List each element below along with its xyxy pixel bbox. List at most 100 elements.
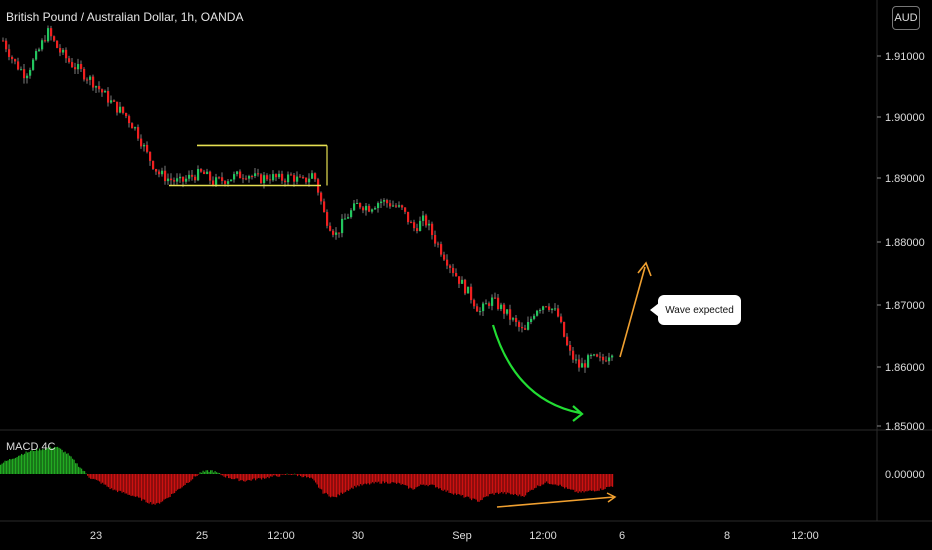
candle-body <box>386 200 389 204</box>
macd-bar <box>214 471 216 474</box>
macd-bar <box>273 474 275 476</box>
macd-bar <box>232 474 234 480</box>
macd-bar <box>373 474 375 484</box>
macd-bar <box>337 474 339 495</box>
macd-bar <box>514 474 516 494</box>
macd-bar <box>1 463 3 474</box>
candle-body <box>605 360 608 362</box>
macd-bar <box>141 474 143 501</box>
macd-bar <box>385 474 387 482</box>
macd-bar <box>438 474 440 489</box>
macd-bar <box>15 457 17 474</box>
macd-bar <box>420 474 422 485</box>
candle-body <box>407 211 410 223</box>
macd-bar <box>18 455 20 474</box>
candle-body <box>602 356 605 361</box>
macd-bar <box>430 474 432 485</box>
macd-bar <box>469 474 471 499</box>
macd-bar <box>598 474 600 491</box>
macd-bar <box>28 451 30 474</box>
macd-bar <box>498 474 500 495</box>
macd-bar <box>165 474 167 499</box>
macd-bar <box>9 459 11 474</box>
candle-body <box>329 225 332 231</box>
candle-body <box>344 218 347 220</box>
macd-bar <box>550 474 552 485</box>
macd-bar <box>307 474 309 478</box>
macd-bar <box>568 474 570 489</box>
macd-bar <box>153 474 155 504</box>
macd-bar <box>588 474 590 491</box>
candle-body <box>449 265 452 268</box>
macd-bar <box>561 474 563 487</box>
macd-bar <box>70 456 72 474</box>
expected-arrow-head <box>637 261 652 277</box>
macd-bar <box>255 474 257 481</box>
macd-bar <box>261 474 263 480</box>
macd-bar <box>222 474 224 476</box>
candle-body <box>563 321 566 337</box>
macd-bar <box>124 474 126 494</box>
candle-body <box>473 300 476 307</box>
macd-bar <box>163 474 165 500</box>
wave-expected-callout[interactable]: Wave expected <box>658 295 741 325</box>
macd-bar <box>397 474 399 483</box>
candle-body <box>224 181 227 184</box>
macd-bar <box>183 474 185 486</box>
candle-body <box>551 308 554 310</box>
macd-bar <box>334 474 336 498</box>
candle-body <box>131 123 134 129</box>
macd-bar <box>462 474 464 495</box>
macd-bar <box>274 474 276 476</box>
candle-body <box>59 47 62 53</box>
macd-bar <box>499 474 501 494</box>
macd-bar <box>583 474 585 493</box>
macd-indicator-label[interactable]: MACD 4C <box>6 441 56 453</box>
macd-bar <box>547 474 549 484</box>
macd-bar <box>543 474 545 485</box>
currency-button[interactable]: AUD <box>892 6 920 30</box>
candle-body <box>215 177 218 185</box>
candle-body <box>347 217 350 219</box>
macd-bar <box>181 474 183 488</box>
macd-bar <box>516 474 518 496</box>
candle-body <box>71 62 74 68</box>
candle-body <box>272 174 275 181</box>
candle-body <box>359 202 362 208</box>
macd-bar <box>229 474 231 479</box>
candle-body <box>368 205 371 212</box>
macd-bar <box>166 474 168 499</box>
macd-bar <box>351 474 353 488</box>
candle-body <box>410 222 413 224</box>
macd-bar <box>526 474 528 493</box>
macd-bar <box>235 474 237 479</box>
time-tick-label: 12:00 <box>267 530 295 542</box>
macd-bar <box>117 474 119 493</box>
macd-bar <box>333 474 335 497</box>
macd-bar <box>511 474 513 495</box>
macd-bar <box>562 474 564 487</box>
candle-body <box>197 169 200 181</box>
macd-bar <box>340 474 342 493</box>
macd-bar <box>46 447 48 474</box>
macd-bar <box>423 474 425 485</box>
time-tick-label: 12:00 <box>791 530 819 542</box>
macd-bar <box>558 474 560 486</box>
macd-bar <box>502 474 504 494</box>
macd-bar <box>360 474 362 485</box>
macd-bar <box>79 467 81 474</box>
candle-body <box>209 171 212 181</box>
macd-bar <box>84 471 86 474</box>
candle-body <box>230 179 233 182</box>
macd-bar <box>361 474 363 486</box>
macd-bar <box>57 446 59 474</box>
candle-body <box>14 59 17 62</box>
candle-body <box>161 170 164 175</box>
candle-body <box>506 309 509 314</box>
macd-bar <box>345 474 347 492</box>
candle-body <box>23 69 26 79</box>
macd-bar <box>48 448 50 474</box>
candle-body <box>593 354 596 356</box>
candle-body <box>278 173 281 178</box>
